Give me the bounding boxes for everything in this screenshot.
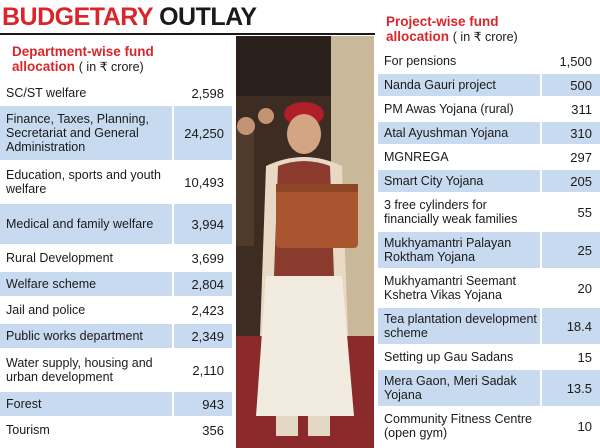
row-value: 10,493 [172,162,232,202]
row-label: Jail and police [6,303,86,317]
department-table: SC/ST welfare 2,598 Finance, Taxes, Plann… [0,82,232,444]
table-row: 3 free cylinders for financially weak fa… [378,194,600,232]
table-row: Atal Ayushman Yojana 310 [378,122,600,146]
row-label: Forest [6,397,42,411]
row-label: Education, sports and youth welfare [6,168,161,196]
row-label: 3 free cylinders for financially weak fa… [384,198,518,226]
row-label: Setting up Gau Sadans [384,350,514,364]
table-row: Medical and family welfare 3,994 [0,204,232,246]
row-label: Nanda Gauri project [384,78,496,92]
table-row: Mukhyamantri Palayan Roktham Yojana 25 [378,232,600,270]
table-row: MGNREGA 297 [378,146,600,170]
row-value: 25 [540,232,600,268]
row-label: Rural Development [6,251,113,265]
table-row: Jail and police 2,423 [0,298,232,324]
project-table: For pensions 1,500 Nanda Gauri project 500… [378,50,600,446]
row-label: Atal Ayushman Yojana [384,126,509,140]
table-row: Education, sports and youth welfare 10,49… [0,162,232,204]
table-row: Mukhyamantri Seemant Kshetra Vikas Yojan… [378,270,600,308]
row-value: 2,110 [172,350,232,390]
row-value: 2,349 [172,324,232,348]
row-label: MGNREGA [384,150,449,164]
row-label: Mukhyamantri Palayan Roktham Yojana [384,236,512,264]
project-title-line-2: allocation [386,29,450,44]
row-label: Public works department [6,329,143,343]
row-value: 1,500 [540,50,600,72]
row-value: 356 [172,418,232,442]
row-label: SC/ST welfare [6,86,87,100]
row-label: For pensions [384,54,457,68]
row-label: Tourism [6,423,50,437]
headline-part-2: OUTLAY [159,3,257,31]
row-value: 297 [540,146,600,168]
row-value: 55 [540,194,600,230]
headline-part-1: BUDGETARY [2,3,153,31]
project-section-title: Project-wise fund allocation ( in ₹ cror… [386,14,518,45]
table-row: Water supply, housing and urban developm… [0,350,232,392]
table-row: Finance, Taxes, Planning, Secretariat an… [0,106,232,162]
row-label: PM Awas Yojana (rural) [384,102,514,116]
row-value: 3,994 [172,204,232,244]
table-row: Rural Development 3,699 [0,246,232,272]
table-row: Nanda Gauri project 500 [378,74,600,98]
row-label: Finance, Taxes, Planning, Secretariat an… [6,112,149,154]
row-value: 2,598 [172,82,232,104]
row-label: Mera Gaon, Meri Sadak Yojana [384,374,517,402]
department-title-line-2: allocation [12,59,76,74]
row-label: Tea plantation development scheme [384,312,537,340]
row-value: 310 [540,122,600,144]
table-row: Smart City Yojana 205 [378,170,600,194]
table-row: Community Fitness Centre (open gym) 10 [378,408,600,446]
row-label: Smart City Yojana [384,174,484,188]
row-label: Mukhyamantri Seemant Kshetra Vikas Yojan… [384,274,517,302]
project-unit: ( in ₹ crore) [452,30,518,44]
minister-photo-illustration [236,36,374,448]
row-label: Welfare scheme [6,277,97,291]
photo [236,36,374,448]
table-row: SC/ST welfare 2,598 [0,82,232,106]
row-value: 20 [540,270,600,306]
table-row: Forest 943 [0,392,232,418]
table-row: PM Awas Yojana (rural) 311 [378,98,600,122]
row-label: Medical and family welfare [6,217,154,231]
row-value: 311 [540,98,600,120]
table-row: Public works department 2,349 [0,324,232,350]
row-value: 2,804 [172,272,232,296]
row-value: 3,699 [172,246,232,270]
row-label: Community Fitness Centre (open gym) [384,412,532,440]
project-title-line-1: Project-wise fund [386,14,499,29]
table-row: Tea plantation development scheme 18.4 [378,308,600,346]
row-value: 10 [540,408,600,444]
table-row: Mera Gaon, Meri Sadak Yojana 13.5 [378,370,600,408]
headline-rule [0,33,375,35]
row-value: 2,423 [172,298,232,322]
row-value: 13.5 [540,370,600,406]
row-value: 24,250 [172,106,232,160]
department-title-line-1: Department-wise fund [12,44,154,59]
row-value: 943 [172,392,232,416]
department-section-title: Department-wise fund allocation ( in ₹ c… [12,44,154,75]
table-row: Welfare scheme 2,804 [0,272,232,298]
table-row: For pensions 1,500 [378,50,600,74]
row-value: 18.4 [540,308,600,344]
row-value: 500 [540,74,600,96]
row-value: 15 [540,346,600,368]
table-row: Setting up Gau Sadans 15 [378,346,600,370]
headline: BUDGETARY OUTLAY [0,0,380,34]
department-unit: ( in ₹ crore) [78,60,144,74]
table-row: Tourism 356 [0,418,232,444]
row-label: Water supply, housing and urban developm… [6,356,153,384]
row-value: 205 [540,170,600,192]
